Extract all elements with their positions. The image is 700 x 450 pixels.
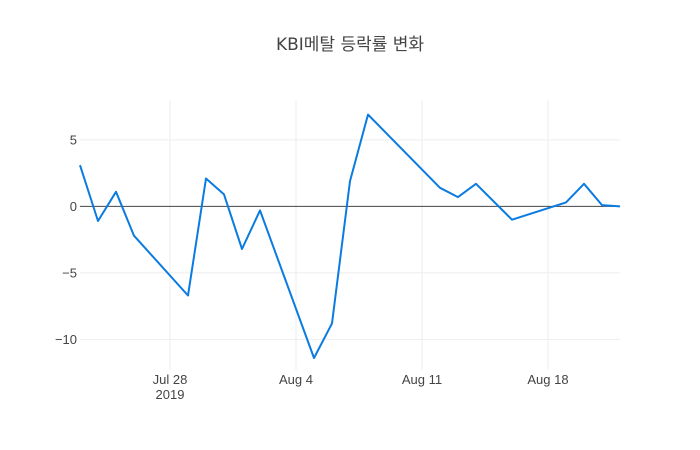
plot-area xyxy=(79,113,621,359)
y-tick-label: 0 xyxy=(70,199,77,214)
x-tick-label: Aug 11 xyxy=(402,372,442,387)
x-tick-label: Aug 4 xyxy=(279,372,313,387)
y-tick-label: 5 xyxy=(70,132,77,147)
chart-title: KBI메탈 등락률 변화 xyxy=(276,35,424,55)
x-tick-label: Jul 28 xyxy=(153,372,188,387)
series-line xyxy=(79,113,621,359)
x-tick-label: Aug 18 xyxy=(527,372,568,387)
y-tick-label: −10 xyxy=(55,332,77,347)
grid xyxy=(80,100,620,370)
y-tick-label: −5 xyxy=(62,265,77,280)
y-axis: 5 0 −5 −10 xyxy=(55,132,77,347)
x-tick-sublabel: 2019 xyxy=(156,387,185,402)
